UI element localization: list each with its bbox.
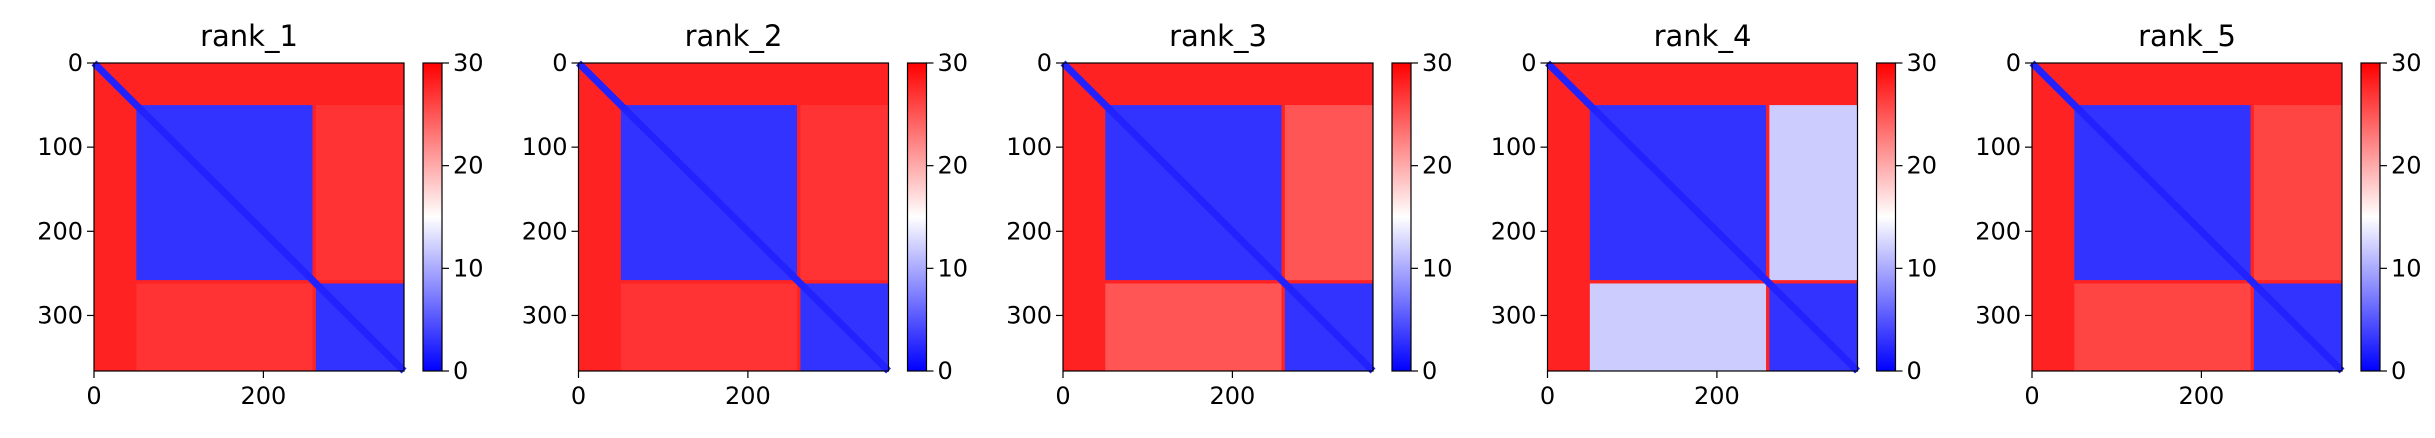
colorbar <box>1391 62 1412 372</box>
y-tick-label: 300 <box>522 301 568 329</box>
colorbar-tick-label: 10 <box>2391 254 2422 282</box>
y-tick-label: 0 <box>1521 49 1536 77</box>
heatmap-cross-block-upper <box>1284 105 1373 281</box>
y-tick-label: 300 <box>1975 301 2021 329</box>
y-tick-label: 100 <box>522 133 568 161</box>
x-tick-label: 0 <box>1055 382 1070 410</box>
heatmap-panel-1: rank_1 0 100 200 300 0 200 0 10 20 30 <box>37 19 483 410</box>
heatmap-diagonal <box>91 60 407 374</box>
colorbar <box>2360 62 2381 372</box>
panel-title: rank_4 <box>1654 19 1752 53</box>
colorbar-tick-label: 30 <box>453 49 484 77</box>
colorbar-tick-label: 0 <box>1422 357 1437 385</box>
y-tick-label: 0 <box>552 49 567 77</box>
plot-frame <box>1062 62 1374 372</box>
heatmap-panel-2: rank_2 0 100 200 300 0 200 0 10 20 30 <box>522 19 968 410</box>
x-tick-label: 200 <box>725 382 771 410</box>
heatmap-panel-5: rank_5 0 100 200 300 0 200 0 10 20 30 <box>1975 19 2421 410</box>
colorbar-tick-label: 10 <box>1422 254 1453 282</box>
colorbar-tick-label: 10 <box>938 254 969 282</box>
y-tick-label: 100 <box>1975 133 2021 161</box>
heatmap-cross-block-lower <box>136 283 313 371</box>
colorbar-tick-label: 30 <box>2391 49 2422 77</box>
colorbar-tick-label: 0 <box>938 357 953 385</box>
x-tick-label: 0 <box>2024 382 2039 410</box>
colorbar-tick-label: 0 <box>1907 357 1922 385</box>
y-tick-label: 0 <box>68 49 83 77</box>
colorbar <box>422 62 443 372</box>
heatmap-diagonal <box>1060 60 1376 374</box>
x-tick-label: 0 <box>86 382 101 410</box>
heatmap-cross-block-upper <box>1769 105 1858 281</box>
colorbar-tick-label: 20 <box>938 152 969 180</box>
colorbar-tick-label: 10 <box>1907 254 1938 282</box>
x-tick-label: 200 <box>2178 382 2224 410</box>
colorbar <box>1875 62 1897 372</box>
x-tick-label: 0 <box>1540 382 1555 410</box>
colorbar-tick-label: 0 <box>2391 357 2406 385</box>
y-tick-label: 200 <box>522 217 568 245</box>
heatmap-cross-block-lower <box>620 283 798 371</box>
heatmap-cross-block-upper <box>800 105 889 281</box>
heatmap-cross-block-lower <box>1105 283 1282 371</box>
colorbar-tick-label: 30 <box>938 49 969 77</box>
heatmap-cross-block-lower <box>1589 283 1767 371</box>
colorbar-tick-label: 10 <box>453 254 484 282</box>
y-tick-label: 100 <box>1006 133 1052 161</box>
y-tick-label: 100 <box>1491 133 1537 161</box>
x-tick-label: 200 <box>1694 382 1740 410</box>
panel-title: rank_1 <box>200 19 298 53</box>
heatmap-panel-3: rank_3 0 100 200 300 0 200 0 10 20 30 <box>1006 19 1452 410</box>
y-tick-label: 0 <box>2006 49 2021 77</box>
heatmap-panel-4: rank_4 0 100 200 300 0 200 0 10 20 30 <box>1491 19 1937 410</box>
heatmap-cross-block-upper <box>315 105 404 281</box>
colorbar-tick-label: 0 <box>453 357 468 385</box>
plot-frame <box>93 62 405 372</box>
y-tick-label: 300 <box>1491 301 1537 329</box>
y-tick-label: 200 <box>37 217 83 245</box>
panel-title: rank_5 <box>2138 19 2236 53</box>
heatmap-cross-block-upper <box>2253 105 2342 281</box>
y-tick-label: 200 <box>1491 217 1537 245</box>
y-tick-label: 200 <box>1006 217 1052 245</box>
colorbar-tick-label: 30 <box>1422 49 1453 77</box>
panel-title: rank_2 <box>685 19 783 53</box>
panel-title: rank_3 <box>1169 19 1267 53</box>
colorbar-tick-label: 20 <box>1907 152 1938 180</box>
y-tick-label: 0 <box>1037 49 1052 77</box>
plot-frame <box>2031 62 2343 372</box>
colorbar-tick-label: 20 <box>2391 152 2422 180</box>
heatmap-diagonal <box>2029 60 2345 374</box>
x-tick-label: 0 <box>571 382 586 410</box>
heatmap-diagonal <box>1545 60 1860 374</box>
y-tick-label: 300 <box>37 301 83 329</box>
heatmap-cross-block-lower <box>2074 283 2251 371</box>
colorbar-tick-label: 20 <box>1422 152 1453 180</box>
y-tick-label: 100 <box>37 133 83 161</box>
y-tick-label: 200 <box>1975 217 2021 245</box>
colorbar <box>906 62 928 372</box>
heatmap-diagonal <box>576 60 891 374</box>
plot-frame <box>1546 62 1859 372</box>
x-tick-label: 200 <box>1209 382 1255 410</box>
x-tick-label: 200 <box>240 382 286 410</box>
colorbar-tick-label: 30 <box>1907 49 1938 77</box>
colorbar-tick-label: 20 <box>453 152 484 180</box>
plot-frame <box>577 62 890 372</box>
y-tick-label: 300 <box>1006 301 1052 329</box>
